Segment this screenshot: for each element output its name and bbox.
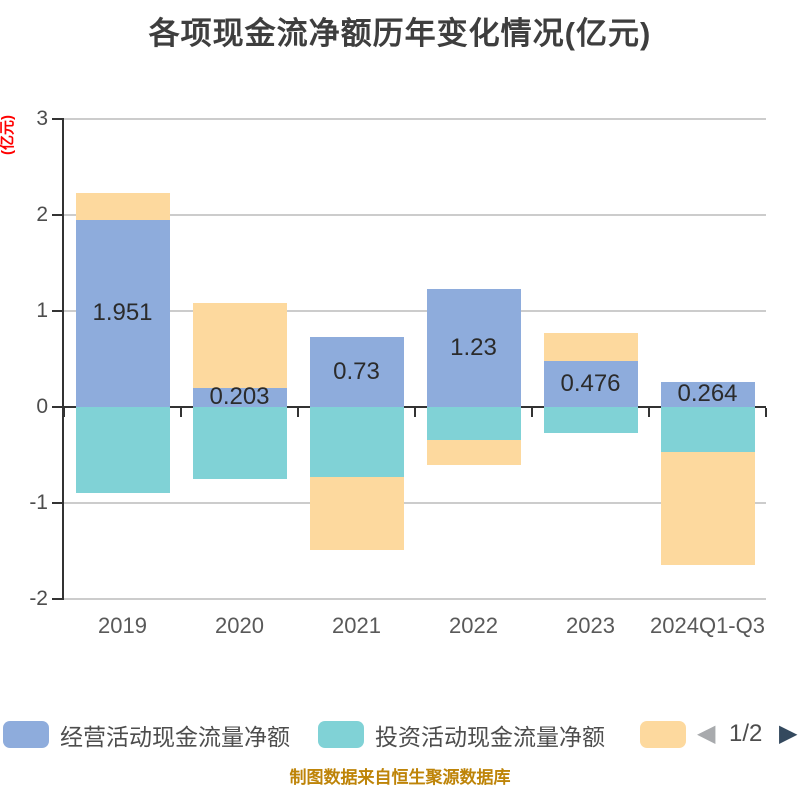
legend-pager-prev-icon[interactable]: ◀ — [697, 720, 716, 747]
x-axis-label-2020: 2020 — [215, 613, 264, 638]
y-axis-label: 0 — [36, 395, 48, 418]
grid-line — [64, 118, 766, 120]
x-axis-label-2019: 2019 — [98, 613, 147, 638]
y-axis-tick — [52, 502, 64, 504]
x-axis-tick — [297, 408, 299, 417]
bar-value-label: 1.23 — [450, 333, 497, 361]
grid-line — [64, 214, 766, 216]
x-axis-tick — [765, 408, 767, 417]
bar-value-label: 0.73 — [333, 357, 380, 385]
bar-value-label: 0.264 — [677, 380, 738, 408]
y-axis-tick — [52, 406, 64, 408]
x-axis-line — [64, 406, 766, 408]
bar-segment-series2 — [309, 407, 404, 478]
bar-segment-series2 — [192, 407, 287, 479]
legend-item-1[interactable]: 经营活动现金流量净额 — [3, 720, 290, 750]
bar-segment-series1 — [660, 381, 755, 407]
bar-value-label: 0.476 — [560, 370, 621, 398]
grid-line — [64, 598, 766, 600]
legend-item-label: 经营活动现金流量净额 — [60, 723, 290, 750]
bar-segment-series2 — [543, 407, 638, 433]
bar-segment-series3 — [75, 192, 170, 220]
bar-segment-series3 — [309, 477, 404, 551]
legend-item-3[interactable] — [640, 720, 686, 749]
grid-line — [64, 310, 766, 312]
x-axis-label-2023: 2023 — [566, 613, 615, 638]
bar-segment-series1 — [543, 361, 638, 407]
bar-value-label: 0.203 — [209, 383, 270, 411]
bar-segment-series3 — [192, 303, 287, 388]
bar-value-label: 1.951 — [92, 299, 153, 327]
legend-item-label: 投资活动现金流量净额 — [375, 723, 605, 750]
y-axis-label: -1 — [29, 491, 48, 514]
x-axis-label-2022: 2022 — [449, 613, 498, 638]
chart-title: 各项现金流净额历年变化情况(亿元) — [148, 16, 652, 51]
bar-segment-series1 — [75, 219, 170, 407]
bar-segment-series1 — [309, 336, 404, 407]
bar-segment-series3 — [426, 439, 521, 465]
y-axis-line — [62, 119, 64, 599]
legend-swatch-icon — [640, 721, 686, 748]
y-axis-tick — [52, 118, 64, 120]
legend-pager-next-icon[interactable]: ▶ — [779, 720, 798, 747]
bar-segment-series1 — [192, 387, 287, 407]
y-axis-label: -2 — [29, 587, 48, 610]
bar-segment-series3 — [543, 333, 638, 362]
bar-segment-series2 — [75, 407, 170, 494]
legend-swatch-icon — [3, 721, 49, 748]
y-axis-label: 3 — [36, 107, 48, 130]
y-axis-tick — [52, 310, 64, 312]
x-axis-tick — [531, 408, 533, 417]
legend-pager-text: 1/2 — [729, 720, 763, 747]
x-axis-tick — [648, 408, 650, 417]
bar-segment-series3 — [660, 452, 755, 566]
x-axis-label-2021: 2021 — [332, 613, 381, 638]
legend-swatch-icon — [318, 721, 364, 748]
y-axis-label: 2 — [36, 203, 48, 226]
bar-segment-series1 — [426, 288, 521, 407]
grid-line — [64, 502, 766, 504]
x-axis-tick — [63, 408, 65, 417]
x-axis-label-2024Q1-Q3: 2024Q1-Q3 — [650, 613, 765, 638]
bar-segment-series2 — [426, 407, 521, 440]
bar-segment-series2 — [660, 407, 755, 453]
data-source-footer: 制图数据来自恒生聚源数据库 — [289, 768, 511, 787]
x-axis-tick — [414, 408, 416, 417]
y-axis-tick — [52, 214, 64, 216]
y-axis-tick — [52, 598, 64, 600]
y-axis-label: 1 — [36, 299, 48, 322]
legend-item-2[interactable]: 投资活动现金流量净额 — [318, 720, 605, 750]
x-axis-tick — [180, 408, 182, 417]
